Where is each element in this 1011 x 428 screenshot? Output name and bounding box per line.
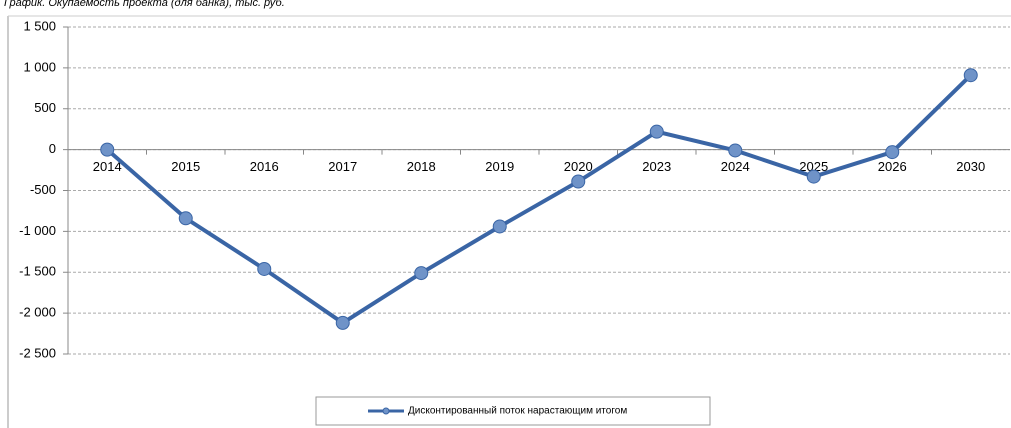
x-tick-label: 2024	[721, 159, 750, 174]
x-tick-label: 2015	[171, 159, 200, 174]
x-tick-label: 2020	[564, 159, 593, 174]
y-tick-label: -500	[30, 182, 56, 197]
x-tick-label: 2025	[799, 159, 828, 174]
data-point	[257, 261, 272, 276]
y-tick-label: 1 000	[23, 59, 56, 74]
y-tick-label: 0	[49, 141, 56, 156]
y-tick-label: -2 500	[19, 345, 56, 360]
data-point	[806, 169, 821, 184]
data-point	[963, 68, 978, 83]
y-tick-label: -1 500	[19, 264, 56, 279]
x-tick-label: 2017	[328, 159, 357, 174]
x-tick-label: 2014	[93, 159, 122, 174]
data-point	[100, 142, 115, 157]
y-tick-label: 500	[34, 100, 56, 115]
x-tick-label: 2019	[485, 159, 514, 174]
data-point	[178, 211, 193, 226]
x-tick-label: 2023	[642, 159, 671, 174]
data-point	[414, 266, 429, 281]
data-point	[571, 174, 586, 189]
x-tick-label: 2030	[956, 159, 985, 174]
x-tick-label: 2026	[878, 159, 907, 174]
data-point	[492, 219, 507, 234]
data-line	[105, 73, 973, 326]
data-point	[649, 124, 664, 139]
data-point	[885, 145, 900, 160]
y-tick-label: -1 000	[19, 223, 56, 238]
legend-marker	[382, 407, 390, 415]
legend-label: Дисконтированный поток нарастающим итого…	[408, 406, 627, 417]
x-tick-label: 2018	[407, 159, 436, 174]
x-tick-label: 2016	[250, 159, 279, 174]
data-point	[728, 143, 743, 158]
y-tick-label: 1 500	[23, 18, 56, 33]
chart-title: График. Окупаемость проекта (для банка),…	[4, 0, 285, 9]
y-tick-label: -2 000	[19, 305, 56, 320]
data-point	[335, 315, 350, 330]
